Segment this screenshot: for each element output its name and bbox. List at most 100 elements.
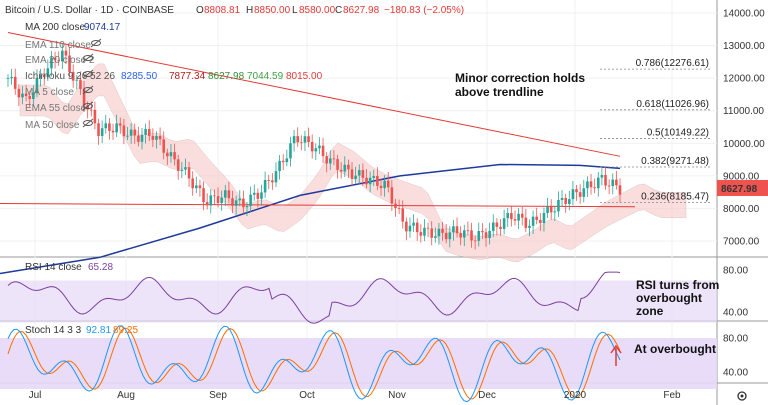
candle-body	[415, 222, 419, 233]
candle-body	[289, 143, 292, 159]
candle-body	[285, 158, 289, 163]
candle-body	[68, 55, 71, 72]
ma5-legend[interactable]: MA 5 close	[25, 87, 74, 98]
current-price-label: 8627.98	[721, 184, 758, 195]
axes: Jul Aug Sep Oct Nov Dec 2020 Feb 14000.00 13000.0…	[29, 9, 768, 401]
candle-body	[578, 192, 582, 197]
candle-body	[118, 123, 122, 126]
candle-body	[216, 196, 220, 204]
candle-body	[53, 57, 57, 61]
candle-body	[191, 178, 194, 189]
candle-body	[187, 167, 191, 179]
eye-off-icon[interactable]	[82, 69, 94, 79]
candle-body	[513, 219, 517, 221]
candle-body	[589, 181, 593, 188]
time-tick-label: Jul	[29, 390, 42, 401]
time-tick-label: Dec	[478, 390, 496, 401]
ma50-legend[interactable]: MA 50 close	[25, 120, 80, 131]
candle-body	[343, 164, 347, 172]
ema20-legend[interactable]: EMA 20 close 2	[25, 55, 95, 66]
rsi-value: 65.28	[88, 262, 113, 273]
stoch-tick-label: 80.00	[723, 334, 748, 345]
ichimoku-spanA-value: 7044.59	[247, 71, 284, 82]
candle-body	[473, 240, 477, 242]
eye-off-icon[interactable]	[82, 118, 94, 128]
candle-body	[24, 93, 28, 97]
descending-trendline	[7, 32, 621, 157]
ma200-legend[interactable]: MA 200 close	[25, 22, 85, 33]
rsi-note-line3: zone	[636, 304, 664, 318]
candle-body	[129, 129, 133, 136]
candlesticks	[6, 43, 622, 250]
candle-body	[488, 230, 491, 239]
eye-off-icon[interactable]	[82, 53, 94, 63]
candle-body	[126, 135, 129, 137]
eye-slash	[82, 101, 94, 111]
candle-body	[408, 225, 412, 232]
fib-levels: 0.786(12276.61) 0.618(11026.96) 0.5(10149.…	[600, 58, 712, 203]
candle-body	[169, 152, 173, 157]
eye-off-icon[interactable]	[82, 101, 94, 111]
price-tick-label: 11000.00	[723, 106, 764, 117]
candle-body	[252, 192, 256, 195]
candle-body	[223, 190, 227, 198]
gear-icon[interactable]	[737, 391, 747, 401]
time-tick-label: 2020	[564, 390, 587, 401]
stoch-legend[interactable]: Stoch 14 3 3	[25, 325, 82, 336]
low-value: 8580.00	[299, 5, 336, 16]
candle-body	[448, 232, 452, 240]
candle-body	[535, 216, 539, 220]
candle-body	[531, 216, 535, 226]
candle-body	[405, 221, 408, 232]
fib-label: 0.786(12276.61)	[636, 58, 709, 69]
trendlines	[0, 32, 636, 208]
price-tick-label: 13000.00	[723, 41, 765, 52]
candle-body	[137, 135, 140, 142]
candle-body	[481, 231, 484, 233]
candle-body	[575, 189, 578, 193]
stoch-band	[0, 338, 717, 389]
ema110-legend[interactable]: EMA 110 close	[25, 40, 91, 51]
candle-body	[292, 136, 296, 144]
fib-label: 0.5(10149.22)	[647, 127, 709, 138]
candle-body	[13, 76, 17, 89]
eye-slash	[82, 118, 94, 128]
candle-body	[495, 222, 499, 227]
trendline-note-line1: Minor correction holds	[455, 71, 585, 85]
candle-body	[542, 213, 546, 224]
candle-body	[39, 74, 42, 79]
ichimoku-legend[interactable]: Ichimoku 9 26 52 26	[25, 71, 115, 82]
candle-body	[361, 170, 365, 178]
candle-body	[209, 195, 213, 206]
ichimoku-base-value: 7877.34	[169, 71, 206, 82]
candle-body	[82, 88, 86, 106]
candle-body	[524, 217, 528, 228]
candle-body	[539, 219, 542, 224]
candle-body	[140, 134, 144, 142]
ma200-line	[0, 163, 621, 275]
time-tick-label: Aug	[117, 390, 135, 401]
eye-off-icon[interactable]	[82, 85, 94, 95]
candle-body	[6, 78, 10, 79]
time-tick-label: Oct	[299, 390, 315, 401]
candle-body	[600, 174, 604, 178]
candle-body	[234, 200, 238, 206]
candle-body	[339, 169, 343, 172]
candle-body	[365, 177, 368, 185]
ema55-legend[interactable]: EMA 55 close	[25, 103, 87, 114]
rsi-tick-label: 40.00	[723, 308, 748, 319]
candle-body	[227, 190, 231, 199]
price-tick-label: 14000.00	[723, 9, 765, 20]
price-tick-label: 12000.00	[723, 74, 765, 85]
candle-body	[332, 158, 336, 160]
eye-off-icon[interactable]	[90, 38, 102, 48]
candle-body	[347, 164, 350, 170]
candle-body	[372, 176, 376, 178]
price-tick-label: 8000.00	[723, 204, 760, 215]
close-label: C	[335, 5, 342, 16]
candle-body	[434, 236, 437, 238]
candle-body	[510, 213, 513, 220]
rsi-legend[interactable]: RSI 14 close	[25, 262, 82, 273]
stoch-note: At overbought	[634, 342, 716, 356]
change-value: −180.83 (−2.05%)	[384, 5, 464, 16]
